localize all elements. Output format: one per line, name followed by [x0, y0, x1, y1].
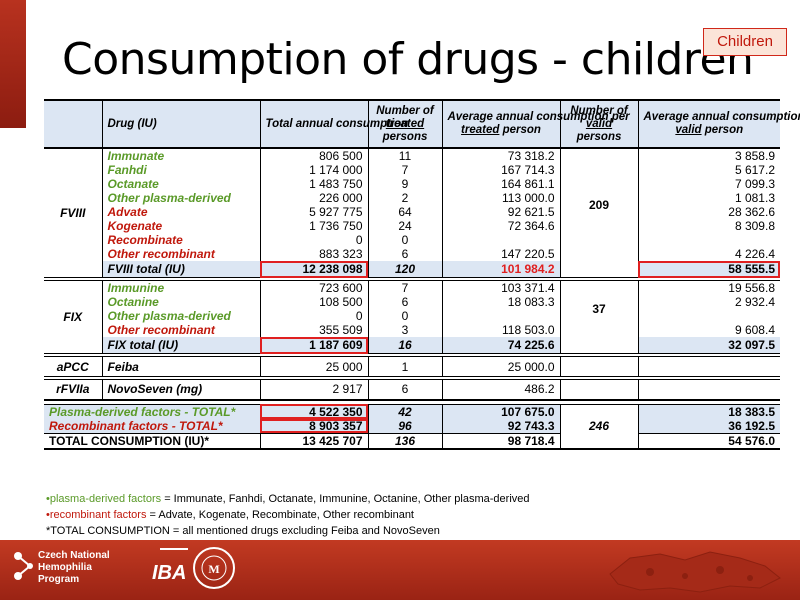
page-title: Consumption of drugs - children: [62, 34, 754, 85]
footnotes: •plasma-derived factors = Immunate, Fanh…: [46, 491, 530, 539]
group-label-fviii: FVIII: [44, 148, 103, 278]
iba-logo: IBA: [152, 548, 188, 585]
children-tag: Children: [703, 28, 787, 56]
header-drug: Drug (IU): [102, 99, 260, 149]
recomb-total-row: Recombinant factors - TOTAL* 8 903 357 9…: [44, 418, 780, 433]
grand-total-row: TOTAL CONSUMPTION (IU)* 13 425 707 136 9…: [44, 433, 780, 449]
header-treated: Number of treated persons: [367, 99, 442, 149]
university-seal-logo: M: [193, 547, 235, 589]
table-row: aPCC Feiba 25 000 1 25 000.0: [44, 356, 780, 377]
footnote-plasma: •plasma-derived factors = Immunate, Fanh…: [46, 493, 530, 505]
fix-total-row: FIX total (IU) 1 187 609 16 74 225.6 32 …: [44, 337, 780, 354]
table-row: Octanate 1 483 750 9 164 861.1 7 099.3: [44, 177, 780, 191]
table-row: rFVIIa NovoSeven (mg) 2 917 6 486.2: [44, 379, 780, 400]
header-total: Total annual consumption: [259, 99, 408, 149]
plasma-total-row: Plasma-derived factors - TOTAL* 4 522 35…: [44, 404, 780, 449]
table-row: FVIII Immunate 806 500 11 73 318.2 209 3…: [44, 148, 780, 278]
group-label-fix: FIX: [44, 280, 103, 354]
table-row: Other plasma-derived 226 000 2 113 000.0…: [44, 191, 780, 205]
decorative-strip: [0, 0, 26, 128]
svg-text:M: M: [208, 562, 219, 576]
group-label-rfviia: rFVIIa: [44, 379, 103, 400]
table-row: Fanhdi 1 174 000 7 167 714.3 5 617.2: [44, 163, 780, 177]
valid-persons-fviii: 209: [559, 148, 638, 261]
fviii-total-row: FVIII total (IU) 12 238 098 120 101 984.…: [44, 261, 780, 278]
valid-persons-total: 246: [559, 404, 638, 449]
valid-persons-fix: 37: [559, 280, 638, 337]
header-avg-valid: Average annual consumption per valid per…: [637, 99, 800, 149]
table-row: Kogenate 1 736 750 24 72 364.6 8 309.8: [44, 219, 780, 233]
table-row: Advate 5 927 775 64 92 621.5 28 362.6: [44, 205, 780, 219]
footnote-recombinant: •recombinant factors = Advate, Kogenate,…: [46, 509, 414, 521]
network-icon: [14, 552, 33, 580]
table-row: Other recombinant 883 323 6 147 220.5 4 …: [44, 247, 780, 261]
table-row: Other recombinant 355 509 3 118 503.0 9 …: [44, 323, 780, 337]
table-row: FIX Immunine 723 600 7 103 371.4 37 19 5…: [44, 280, 780, 354]
header-avg-treated: Average annual consumption per treated p…: [441, 99, 630, 149]
czech-hemophilia-program-logo: Czech National Hemophilia Program: [10, 548, 130, 592]
table-row: Octanine 108 500 6 18 083.3 2 932.4: [44, 295, 780, 309]
header-valid: Number of valid persons: [559, 99, 638, 149]
consumption-table: Drug (IU) Total annual consumption Numbe…: [44, 99, 800, 450]
footnote-total: *TOTAL CONSUMPTION = all mentioned drugs…: [46, 525, 440, 537]
group-label-apcc: aPCC: [44, 356, 103, 377]
table-row: Recombinate 0 0: [44, 233, 780, 247]
czech-map-decoration: [609, 551, 781, 593]
table-row: Other plasma-derived 0 0: [44, 309, 780, 323]
table-header-row: Drug (IU) Total annual consumption Numbe…: [44, 99, 800, 149]
